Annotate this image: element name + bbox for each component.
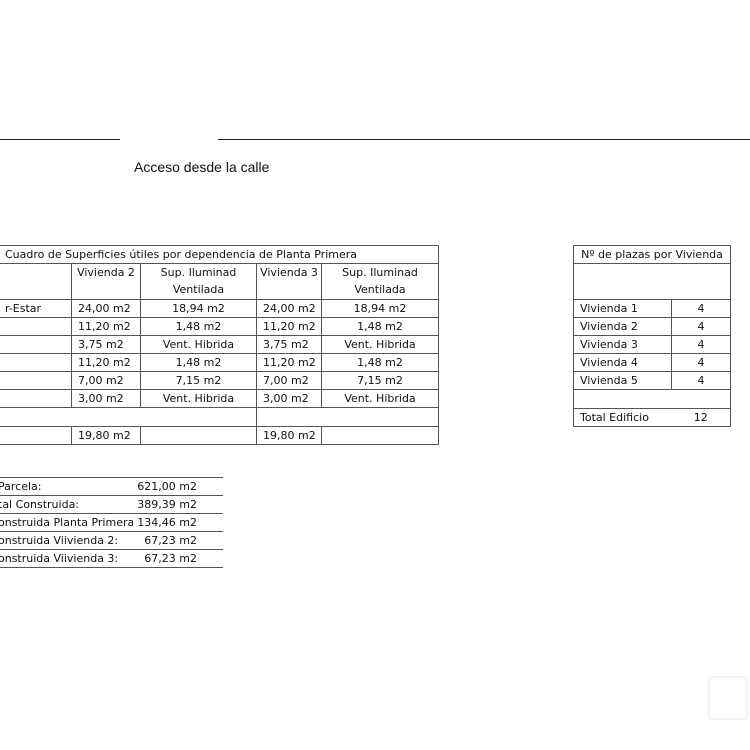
table-cell: 3,00 m2 [71, 389, 141, 408]
table-row: 3,75 m2 Vent. Hibrida 3,75 m2 Vent. Hibrida [0, 335, 440, 354]
access-label: Acceso desde la calle [134, 159, 270, 175]
table-cell: 1,48 m2 [320, 317, 440, 336]
plazas-value: 4 [671, 317, 731, 336]
table-cell: 11,20 m2 [256, 353, 322, 372]
table-cell [140, 426, 257, 445]
table-cell: 11,20 m2 [71, 353, 141, 372]
summary-value: 389,39 m2 [133, 495, 223, 514]
table-row: 7,00 m2 7,15 m2 7,00 m2 7,15 m2 [0, 371, 440, 390]
table-cell [320, 426, 440, 445]
table-cell: 18,94 m2 [320, 299, 440, 318]
table-cell: Vent. Hibrida [140, 389, 257, 408]
table-cell: 3,75 m2 [71, 335, 141, 354]
table-cell: 7,15 m2 [140, 371, 257, 390]
vivienda-label: Vivienda 4 [573, 353, 672, 372]
summary-label: onstruida Viivienda 2: [0, 531, 133, 550]
table-cell: 11,20 m2 [256, 317, 322, 336]
vivienda-label: Vivienda 1 [573, 299, 672, 318]
summary-value: 67,23 m2 [133, 549, 223, 568]
table-cell: 11,20 m2 [71, 317, 141, 336]
vivienda-label: Vivienda 5 [573, 371, 672, 390]
table-cell [0, 353, 72, 372]
table-cell: 24,00 m2 [256, 299, 322, 318]
summary-label: onstruida Viivienda 3: [0, 549, 133, 568]
table-cell: 18,94 m2 [140, 299, 257, 318]
table-cell [0, 335, 72, 354]
header-vivienda-2: Vivienda 2 [71, 263, 141, 300]
summary-value: 134,46 m2 [133, 513, 223, 532]
table-cell: Vent. Hibrida [320, 389, 440, 408]
table-cell [0, 426, 72, 445]
total-label: Total Edificio [573, 408, 672, 427]
header-row: Vivienda 2 Sup. Iluminad Ventilada Vivien… [0, 263, 440, 300]
table-cell: Vent. Hibrida [140, 335, 257, 354]
summary-value: 621,00 m2 [133, 477, 223, 496]
surfaces-table-title: Cuadro de Superficies útiles por depende… [0, 245, 440, 264]
summary-table: Parcela: 621,00 m2 tal Construida: 389,39 m… [0, 477, 223, 568]
summary-label: Parcela: [0, 477, 133, 496]
table-cell: 7,15 m2 [320, 371, 440, 390]
table-cell: 1,48 m2 [140, 317, 257, 336]
table-cell: 3,75 m2 [256, 335, 322, 354]
totals-row: 19,80 m2 19,80 m2 [0, 426, 440, 445]
table-row: onstruida Planta Primera: 134,46 m2 [0, 513, 223, 532]
summary-label: onstruida Planta Primera: [0, 513, 133, 532]
table-row: 11,20 m2 1,48 m2 11,20 m2 1,48 m2 [0, 353, 440, 372]
plazas-value: 4 [671, 353, 731, 372]
table-cell: 1,48 m2 [140, 353, 257, 372]
header-vivienda-3: Vivienda 3 [256, 263, 322, 300]
table-cell: Vent. Hibrida [320, 335, 440, 354]
table-row: 11,20 m2 1,48 m2 11,20 m2 1,48 m2 [0, 317, 440, 336]
header-sup-iluminad: Sup. Iluminad Ventilada [320, 263, 440, 300]
summary-label: tal Construida: [0, 495, 133, 514]
table-cell: 7,00 m2 [256, 371, 322, 390]
vivienda-label: Vivienda 3 [573, 335, 672, 354]
table-cell [0, 317, 72, 336]
table-cell: r-Estar [0, 299, 72, 318]
header-sup-iluminad: Sup. Iluminad Ventilada [140, 263, 257, 300]
table-cell [0, 389, 72, 408]
table-row: onstruida Viivienda 3: 67,23 m2 [0, 549, 223, 568]
table-row: r-Estar 24,00 m2 18,94 m2 24,00 m2 18,94 m2 [0, 299, 440, 318]
plazas-value: 4 [671, 371, 731, 390]
parking-table: Nº de plazas por Vivienda Vivienda 1 4 Viv… [573, 245, 731, 427]
table-cell: 19,80 m2 [256, 426, 322, 445]
table-row: Parcela: 621,00 m2 [0, 477, 223, 496]
plazas-value: 4 [671, 299, 731, 318]
empty-row [0, 407, 440, 427]
table-cell [0, 371, 72, 390]
total-value: 12 [671, 408, 731, 427]
table-row: 3,00 m2 Vent. Hibrida 3,00 m2 Vent. Hibrida [0, 389, 440, 408]
header-cell [0, 263, 72, 300]
table-cell: 19,80 m2 [71, 426, 141, 445]
empty-row [573, 389, 731, 409]
total-row: Total Edificio 12 [573, 408, 731, 427]
surfaces-table: Cuadro de Superficies útiles por depende… [0, 245, 440, 445]
table-row: tal Construida: 389,39 m2 [0, 495, 223, 514]
table-cell: 7,00 m2 [71, 371, 141, 390]
table-cell: 24,00 m2 [71, 299, 141, 318]
plazas-value: 4 [671, 335, 731, 354]
vivienda-label: Vivienda 2 [573, 317, 672, 336]
table-row: onstruida Viivienda 2: 67,23 m2 [0, 531, 223, 550]
table-cell: 1,48 m2 [320, 353, 440, 372]
empty-row [573, 263, 731, 300]
watermark-logo [708, 676, 748, 720]
parking-table-title: Nº de plazas por Vivienda [573, 245, 731, 264]
street-line-right [218, 139, 750, 140]
street-line-left [0, 139, 120, 140]
summary-value: 67,23 m2 [133, 531, 223, 550]
table-cell: 3,00 m2 [256, 389, 322, 408]
